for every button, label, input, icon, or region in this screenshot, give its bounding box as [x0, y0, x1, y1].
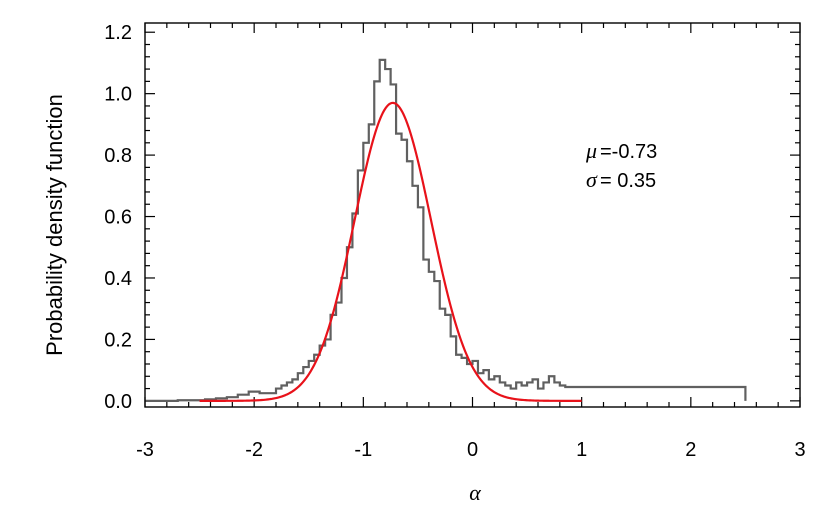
ticks — [144, 23, 801, 407]
annotation-sigma: σ = 0.35 — [586, 167, 656, 192]
y-tick-label: 0.8 — [104, 145, 132, 167]
annotation-sigma-value: = 0.35 — [600, 170, 656, 192]
tick-labels: -3 -2 -1 0 1 2 3 0.0 0.2 0.4 0.6 0.8 1.0 1.2 — [104, 22, 805, 461]
annotation-mu-value: =-0.73 — [600, 141, 657, 163]
y-tick-label: 0.6 — [104, 207, 132, 229]
plot-frame — [144, 22, 801, 408]
y-tick-label: 0.0 — [104, 391, 132, 413]
x-axis-label: α — [469, 480, 481, 505]
histogram-series — [145, 58, 747, 402]
x-tick-label: -3 — [136, 439, 154, 461]
annotation-mu: μ =-0.73 — [585, 138, 657, 163]
annotation-sigma-symbol: σ — [586, 167, 598, 192]
x-tick-label: 0 — [467, 439, 478, 461]
x-tick-label: -1 — [354, 439, 372, 461]
y-tick-label: 1.2 — [104, 22, 132, 44]
x-tick-label: -2 — [245, 439, 263, 461]
x-tick-label: 3 — [794, 439, 805, 461]
y-tick-label: 1.0 — [104, 84, 132, 106]
annotation-mu-symbol: μ — [585, 138, 597, 163]
x-tick-label: 2 — [685, 439, 696, 461]
y-tick-label: 0.4 — [104, 268, 132, 290]
gaussian-fit-series — [199, 101, 582, 402]
x-tick-label: 1 — [576, 439, 587, 461]
y-axis-label: Probability density function — [42, 94, 67, 356]
y-tick-label: 0.2 — [104, 329, 132, 351]
